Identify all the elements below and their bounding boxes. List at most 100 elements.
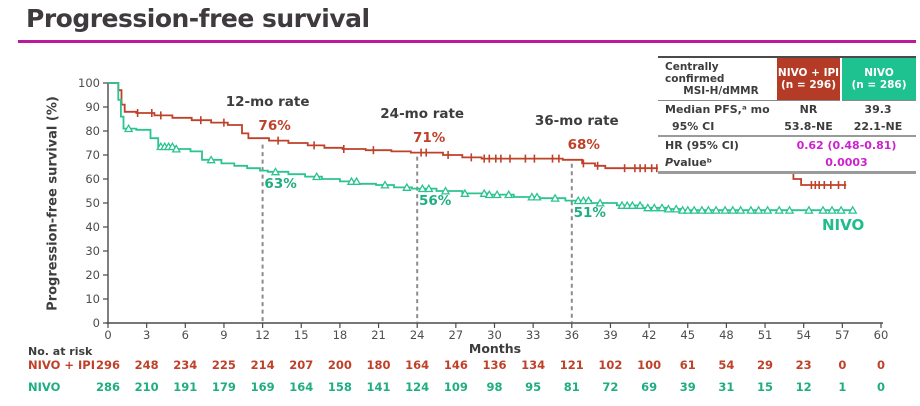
x-tick-label: 54 <box>796 328 811 342</box>
at-risk-count: 210 <box>134 380 159 394</box>
censor-triangle-icon <box>424 183 434 193</box>
x-axis-label: Months <box>468 341 522 356</box>
at-risk-count: 0 <box>876 358 885 372</box>
censor-triangle-icon <box>123 123 134 133</box>
milestone-label: 36-mo rate <box>534 112 619 129</box>
censor-triangle-icon <box>380 180 390 189</box>
at-risk-count: 98 <box>486 380 503 394</box>
x-tick-label: 6 <box>181 328 189 342</box>
censor-triangle-icon <box>440 186 451 195</box>
at-risk-count: 0 <box>838 358 847 372</box>
x-tick-label: 39 <box>603 328 618 342</box>
y-tick-label: 30 <box>85 244 100 258</box>
censor-triangle-icon <box>697 205 707 214</box>
x-tick-label: 51 <box>757 328 773 342</box>
censor-triangle-icon <box>804 205 814 214</box>
stats-row-pvalue-label: P valueᵇ <box>658 154 777 171</box>
milestone-rate-nivo: 63% <box>264 175 297 192</box>
censor-triangle-icon <box>663 204 674 213</box>
milestone-rate-nivo: 51% <box>573 204 606 221</box>
stats-header-population-line1: Centrally confirmed <box>665 61 725 85</box>
censor-triangle-icon <box>351 176 362 185</box>
censor-triangle-icon <box>532 192 542 201</box>
censor-triangle-icon <box>484 189 495 199</box>
y-tick-label: 60 <box>85 172 100 186</box>
censor-triangle-icon <box>847 205 858 214</box>
at-risk-count: 134 <box>521 358 546 372</box>
stats-header-nivo-ipi-name: NIVO + IPI <box>777 67 840 79</box>
page-title: Progression-free survival <box>26 4 370 33</box>
censor-triangle-icon <box>836 205 846 214</box>
x-tick-label: 12 <box>255 328 270 342</box>
y-tick-label: 100 <box>78 76 100 90</box>
censor-triangle-icon <box>206 155 216 164</box>
x-tick-label: 21 <box>371 328 386 342</box>
censor-triangle-icon <box>774 205 784 214</box>
censor-triangle-icon <box>711 205 721 214</box>
curve-label-nivo: NIVO <box>822 216 865 234</box>
at-risk-row-label-nivo-ipi: NIVO + IPI <box>28 358 96 372</box>
censor-triangle-icon <box>460 188 470 197</box>
milestone-rate-nivo: 56% <box>419 192 452 209</box>
censor-triangle-icon <box>703 205 714 214</box>
at-risk-count: 31 <box>718 380 735 394</box>
at-risk-count: 286 <box>95 380 120 394</box>
y-tick-label: 70 <box>85 148 100 162</box>
x-tick-label: 0 <box>104 328 112 342</box>
at-risk-count: 109 <box>443 380 468 394</box>
at-risk-count: 39 <box>679 380 696 394</box>
at-risk-count: 124 <box>405 380 430 394</box>
stats-row-median-nivo-ipi: NR <box>799 102 818 116</box>
at-risk-count: 207 <box>289 358 314 372</box>
at-risk-count: 136 <box>482 358 507 372</box>
at-risk-count: 179 <box>211 380 236 394</box>
censor-triangle-icon <box>818 205 828 214</box>
stats-row-ci-nivo-ipi: 53.8-NE <box>784 119 833 133</box>
milestone-rate-nivo-ipi: 76% <box>258 117 291 134</box>
censor-triangle-icon <box>689 205 699 214</box>
at-risk-count: 180 <box>366 358 391 372</box>
stats-row-ci-label: 95% CI <box>672 119 715 133</box>
at-risk-count: 141 <box>366 380 391 394</box>
censor-triangle-icon <box>402 182 412 191</box>
at-risk-count: 1 <box>838 380 847 394</box>
y-tick-label: 10 <box>85 292 100 306</box>
x-tick-label: 9 <box>220 328 228 342</box>
x-tick-label: 42 <box>641 328 657 342</box>
at-risk-count: 15 <box>757 380 774 394</box>
y-axis-label: Progression-free survival (%) <box>45 96 61 311</box>
survival-curve-nivo-ipi <box>108 82 847 186</box>
censor-triangle-icon <box>479 188 489 197</box>
y-tick-label: 0 <box>92 316 100 330</box>
stats-row-pvalue-p: P <box>665 155 674 169</box>
y-tick-label: 90 <box>85 100 100 114</box>
x-tick-label: 36 <box>564 328 580 342</box>
x-tick-label: 45 <box>680 328 696 342</box>
milestone-rate-nivo-ipi: 71% <box>413 129 446 146</box>
at-risk-row-label-nivo: NIVO <box>28 380 61 394</box>
stats-header-nivo: NIVO (n = 286) <box>842 58 916 101</box>
x-tick-label: 3 <box>142 328 151 342</box>
at-risk-count: 248 <box>134 358 159 372</box>
at-risk-count: 164 <box>289 380 314 394</box>
censor-triangle-icon <box>671 204 681 213</box>
stats-header-population-line2: MSI-H/dMMR <box>683 85 759 97</box>
x-tick-label: 30 <box>487 328 502 342</box>
y-tick-label: 20 <box>85 268 100 282</box>
stats-header-nivo-name: NIVO <box>864 67 894 79</box>
milestone-rate-nivo-ipi: 68% <box>567 136 600 153</box>
censor-triangle-icon <box>417 183 428 193</box>
censor-triangle-icon <box>503 189 514 199</box>
at-risk-count: 146 <box>443 358 468 372</box>
censor-triangle-icon <box>762 205 773 214</box>
censor-triangle-icon <box>492 189 502 199</box>
at-risk-count: 95 <box>525 380 542 394</box>
at-risk-count: 214 <box>250 358 275 372</box>
stats-row-ci-nivo: 22.1-NE <box>853 119 903 133</box>
at-risk-count: 12 <box>795 380 812 394</box>
at-risk-count: 169 <box>250 380 275 394</box>
censor-triangle-icon <box>595 198 605 207</box>
censor-triangle-icon <box>270 167 281 176</box>
